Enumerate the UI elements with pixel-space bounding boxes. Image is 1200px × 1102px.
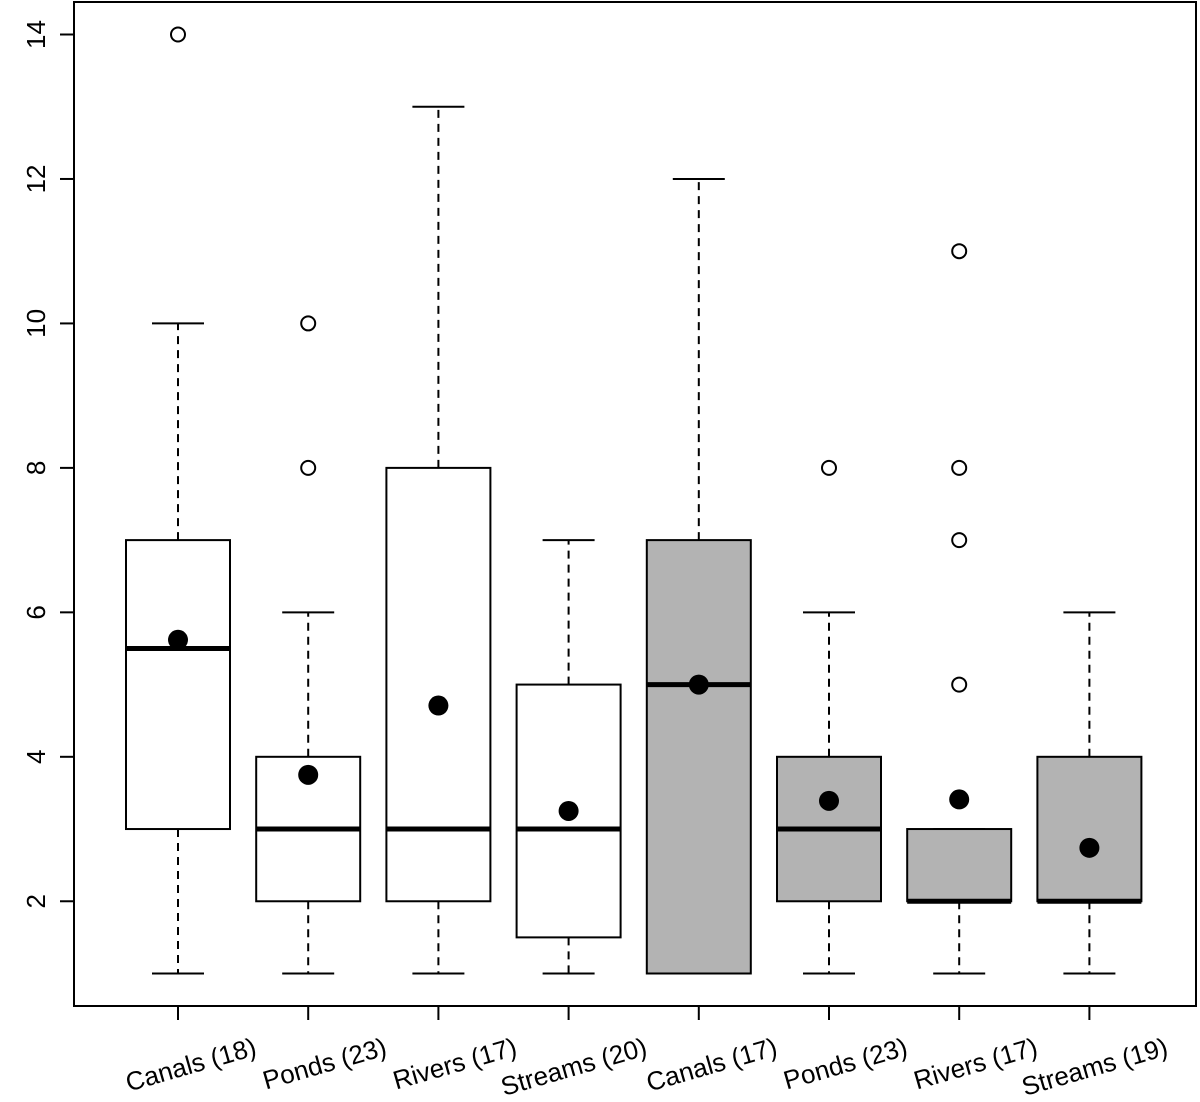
x-category-label: Streams (20) [497, 1032, 650, 1102]
y-tick-label: 6 [21, 605, 51, 619]
outlier-point [951, 243, 968, 260]
mean-marker [168, 629, 188, 650]
box-group [906, 243, 1013, 975]
boxes-layer [125, 26, 1143, 975]
y-tick-label: 10 [21, 309, 51, 338]
mean-marker [688, 674, 709, 695]
mean-marker [428, 695, 449, 716]
box-group [255, 315, 362, 975]
box-group [385, 105, 492, 975]
outlier-point [821, 459, 837, 476]
y-tick-label: 2 [21, 894, 51, 908]
box-iqr [385, 466, 492, 903]
y-axis: 2 4 6 8 10 12 14 [21, 20, 74, 909]
box-iqr [645, 539, 752, 975]
x-category-label: Ponds (23) [259, 1032, 390, 1096]
mean-marker [819, 790, 839, 811]
box-group [1036, 611, 1143, 975]
mean-marker [558, 800, 579, 821]
y-tick-label: 14 [21, 20, 51, 49]
box-iqr [125, 539, 231, 831]
box-iqr [906, 828, 1013, 903]
box-iqr [1036, 755, 1143, 903]
x-category-label: Streams (19) [1018, 1032, 1171, 1102]
mean-marker [298, 764, 319, 785]
mean-marker [949, 789, 970, 810]
y-tick-label: 4 [21, 750, 51, 764]
x-category-label: Ponds (23) [780, 1032, 911, 1096]
outlier-point [300, 459, 317, 476]
plot-frame [73, 1, 1197, 1007]
outlier-point [951, 676, 968, 693]
box-group [515, 539, 622, 975]
x-axis: Canals (18) Ponds (23) Rivers (17)Streams … [122, 1006, 1171, 1102]
y-tick-label: 8 [21, 461, 51, 475]
box-group [645, 177, 752, 975]
x-category-label: Canals (17) [643, 1032, 780, 1098]
x-category-label: Canals (18) [122, 1032, 259, 1098]
y-tick-label: 12 [21, 165, 51, 194]
box-group [776, 459, 882, 975]
outlier-point [951, 532, 968, 549]
box-group [125, 26, 231, 975]
outlier-point [170, 26, 186, 43]
mean-marker [1079, 837, 1100, 858]
outlier-point [300, 315, 317, 332]
outlier-point [951, 459, 968, 476]
